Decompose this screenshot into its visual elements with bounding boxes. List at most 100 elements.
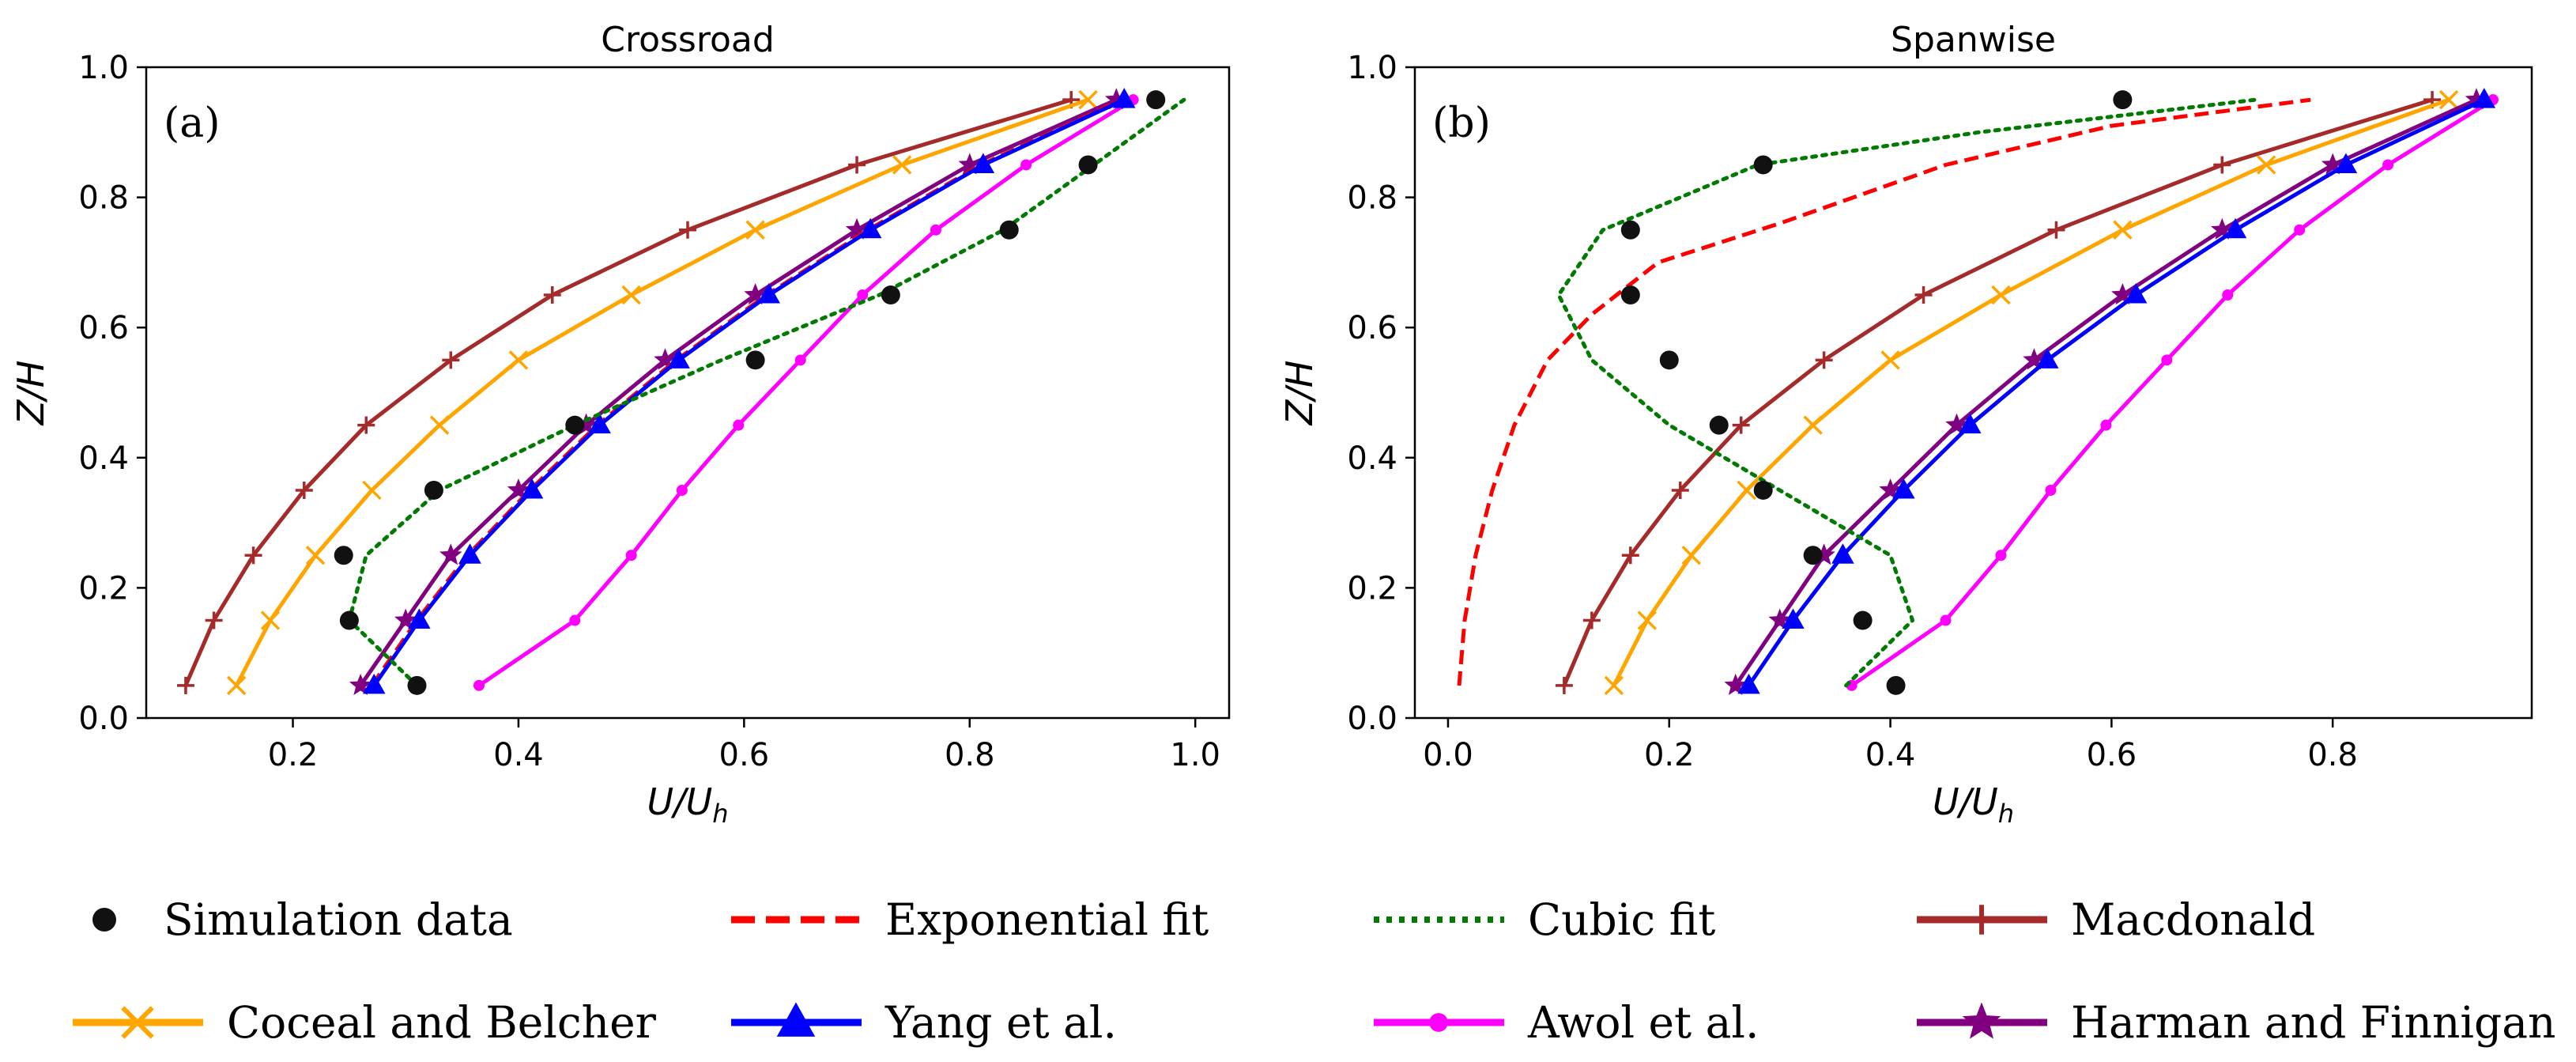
plot-area bbox=[1457, 88, 2499, 696]
data-point-yang bbox=[458, 543, 481, 564]
data-point-awol bbox=[733, 419, 745, 431]
data-point-macdonald bbox=[442, 351, 460, 369]
data-point-simulation bbox=[1146, 90, 1166, 110]
data-point-awol bbox=[2045, 484, 2057, 496]
data-point-macdonald bbox=[2213, 156, 2231, 174]
data-point-awol bbox=[794, 354, 806, 366]
legend-marker bbox=[92, 908, 116, 932]
y-tick-label: 0.2 bbox=[1347, 570, 1397, 607]
x-tick-label: 0.0 bbox=[1423, 737, 1473, 773]
y-tick-label: 0.0 bbox=[1347, 701, 1397, 737]
legend-label: Exponential fit bbox=[885, 894, 1209, 945]
chart-title: Spanwise bbox=[1891, 20, 2056, 60]
data-point-harman bbox=[958, 153, 981, 175]
x-tick-label: 0.4 bbox=[1865, 737, 1916, 773]
data-point-coceal bbox=[1880, 350, 1900, 370]
data-point-harman bbox=[2211, 217, 2234, 240]
series-harman bbox=[1724, 88, 2488, 695]
data-point-harman bbox=[654, 348, 677, 370]
data-point-awol bbox=[1995, 550, 2007, 561]
legend: Simulation data Exponential fit Cubic fit M… bbox=[73, 894, 2555, 1048]
data-point-simulation bbox=[1886, 675, 1906, 695]
data-point-coceal bbox=[892, 155, 912, 175]
data-point-simulation bbox=[334, 546, 353, 565]
series-line-exponential bbox=[370, 97, 1123, 687]
panel-label: (a) bbox=[164, 100, 221, 147]
data-point-awol bbox=[857, 289, 869, 301]
x-tick-label: 0.2 bbox=[1644, 737, 1695, 773]
data-point-yang bbox=[1737, 673, 1760, 694]
data-point-yang bbox=[1782, 608, 1805, 629]
data-point-macdonald bbox=[679, 221, 696, 239]
data-point-harman bbox=[394, 608, 417, 630]
data-point-harman bbox=[1812, 543, 1835, 565]
data-point-coceal bbox=[1803, 415, 1823, 435]
y-tick-label: 0.8 bbox=[78, 180, 129, 217]
data-point-macdonald bbox=[357, 416, 375, 434]
legend-label: Simulation data bbox=[164, 894, 513, 945]
series-line-harman bbox=[1733, 97, 2478, 687]
series-line-cubic bbox=[1556, 97, 2257, 688]
data-point-macdonald bbox=[1555, 676, 1573, 694]
data-point-yang bbox=[1892, 478, 1915, 499]
data-point-simulation bbox=[1620, 285, 1640, 305]
plot-frame bbox=[1413, 66, 2533, 720]
series-yang bbox=[1737, 88, 2496, 694]
series-line-coceal bbox=[234, 97, 1089, 687]
data-point-harman bbox=[845, 217, 869, 240]
legend-item-exponential: Exponential fit bbox=[731, 894, 1209, 945]
chart-panel-crossroad: Crossroad (a) 0.2 0.4 0.6 0.8 1.0 0.0 0.2 0.4 0.6 0… bbox=[9, 20, 1231, 829]
data-point-awol bbox=[1020, 159, 1032, 171]
x-tick-label: 0.8 bbox=[2307, 737, 2358, 773]
data-point-coceal bbox=[1991, 285, 2011, 305]
data-point-simulation bbox=[1709, 415, 1729, 435]
series-line-cubic bbox=[347, 97, 1186, 688]
data-point-simulation bbox=[745, 350, 765, 370]
data-point-simulation bbox=[424, 480, 443, 500]
x-tick-label: 0.6 bbox=[2087, 737, 2137, 773]
data-point-simulation bbox=[881, 285, 900, 305]
legend-item-coceal: Coceal and Belcher bbox=[73, 997, 657, 1048]
data-point-harman bbox=[439, 543, 462, 565]
data-point-harman bbox=[1879, 478, 1902, 501]
series-line-awol bbox=[1850, 98, 2495, 687]
series-line-macdonald bbox=[1562, 97, 2433, 686]
data-point-coceal bbox=[621, 285, 641, 305]
data-point-yang bbox=[2334, 153, 2358, 173]
data-point-yang bbox=[858, 217, 882, 239]
x-tick-label: 0.2 bbox=[268, 737, 319, 773]
chart-panel-spanwise: Spanwise (b) 0.0 0.2 0.4 0.6 0.8 0.0 0.2 0.4 0.6 0.… bbox=[1278, 20, 2533, 829]
data-point-yang bbox=[1113, 88, 1136, 108]
y-tick-label: 1.0 bbox=[1347, 50, 1397, 86]
legend-label: Harman and Finnigan bbox=[2071, 997, 2555, 1048]
series-macdonald bbox=[1555, 91, 2442, 694]
data-point-simulation bbox=[999, 220, 1019, 240]
data-point-coceal bbox=[226, 675, 247, 696]
data-point-coceal bbox=[745, 220, 765, 240]
data-point-yang bbox=[2472, 88, 2496, 108]
y-axis-label: Z/H bbox=[1278, 361, 1321, 427]
data-point-simulation bbox=[407, 675, 427, 695]
x-tick-label: 0.8 bbox=[945, 737, 995, 773]
data-point-awol bbox=[569, 614, 581, 626]
data-point-awol bbox=[1940, 614, 1952, 626]
data-point-awol bbox=[2294, 224, 2306, 236]
data-point-macdonald bbox=[1621, 546, 1639, 565]
data-point-coceal bbox=[1078, 89, 1098, 110]
data-point-coceal bbox=[260, 610, 281, 630]
data-point-macdonald bbox=[543, 286, 561, 304]
legend-item-yang: Yang et al. bbox=[731, 997, 1117, 1048]
legend-marker bbox=[121, 1006, 154, 1039]
data-point-awol bbox=[930, 224, 941, 236]
data-point-macdonald bbox=[205, 611, 223, 629]
data-point-awol bbox=[625, 550, 637, 561]
data-point-macdonald bbox=[244, 546, 262, 565]
legend-marker bbox=[1962, 1002, 2001, 1039]
legend-label: Macdonald bbox=[2071, 894, 2315, 945]
legend-label: Yang et al. bbox=[884, 997, 1117, 1048]
data-point-harman bbox=[1724, 673, 1747, 695]
data-point-awol bbox=[676, 484, 688, 496]
data-point-coceal bbox=[1737, 480, 1756, 501]
x-tick-label: 0.4 bbox=[493, 737, 544, 773]
